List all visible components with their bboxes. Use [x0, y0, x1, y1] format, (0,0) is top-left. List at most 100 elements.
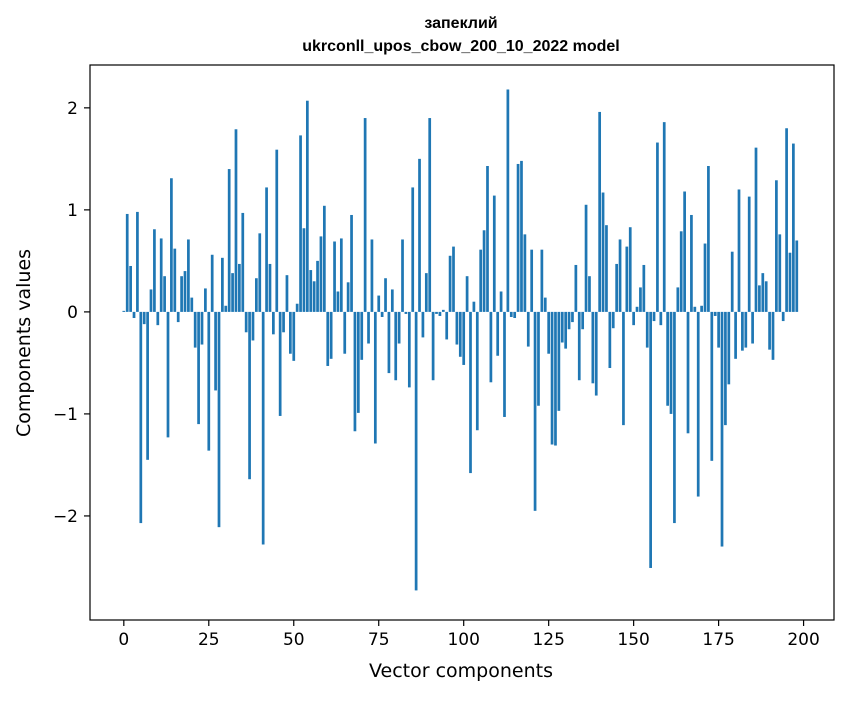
bar-14 — [170, 178, 173, 312]
bar-153 — [642, 264, 646, 312]
bar-109 — [492, 195, 496, 312]
bar-56 — [312, 281, 316, 312]
x-tick-label: 50 — [283, 630, 305, 650]
bar-99 — [458, 311, 462, 357]
bar-4 — [136, 211, 139, 312]
bar-5 — [139, 311, 143, 524]
bar-149 — [628, 227, 632, 312]
bar-63 — [336, 291, 340, 312]
bar-111 — [499, 291, 503, 312]
bar-79 — [390, 289, 394, 312]
bar-1 — [125, 213, 129, 312]
bar-91 — [431, 311, 435, 381]
bar-9 — [153, 229, 156, 312]
bar-12 — [163, 276, 166, 312]
bar-170 — [700, 305, 703, 312]
bar-148 — [625, 246, 629, 312]
x-axis-label: Vector components — [369, 660, 553, 682]
bar-96 — [448, 255, 452, 312]
bar-98 — [455, 311, 459, 345]
bar-141 — [601, 192, 605, 312]
bar-168 — [693, 306, 697, 312]
bar-73 — [370, 239, 374, 312]
bar-182 — [741, 311, 744, 351]
bar-115 — [513, 311, 517, 319]
bar-116 — [516, 163, 520, 312]
bar-130 — [564, 311, 568, 349]
bar-133 — [574, 264, 578, 312]
bar-86 — [414, 311, 418, 591]
bar-34 — [238, 263, 241, 312]
bar-146 — [618, 239, 622, 312]
bar-151 — [635, 306, 639, 312]
bar-186 — [754, 147, 758, 312]
bar-55 — [309, 270, 313, 312]
bar-64 — [339, 238, 343, 312]
bar-68 — [353, 311, 357, 432]
bar-143 — [608, 311, 612, 368]
x-tick-label: 175 — [702, 630, 734, 650]
bar-154 — [645, 311, 649, 348]
bar-137 — [588, 276, 591, 312]
bar-184 — [747, 196, 751, 312]
bar-160 — [666, 311, 669, 406]
bar-135 — [581, 311, 585, 330]
bar-30 — [224, 305, 228, 312]
bar-52 — [299, 135, 302, 312]
bar-112 — [503, 311, 506, 417]
bar-188 — [761, 273, 765, 312]
y-tick-label: 1 — [67, 201, 78, 221]
bar-76 — [380, 311, 384, 317]
bar-152 — [639, 287, 642, 312]
bar-38 — [251, 311, 255, 341]
bar-185 — [751, 311, 754, 344]
bar-195 — [785, 128, 788, 312]
bar-2 — [129, 265, 132, 312]
bar-179 — [730, 251, 734, 312]
bar-175 — [717, 311, 720, 348]
bar-157 — [656, 142, 659, 312]
bar-187 — [758, 285, 761, 312]
bar-26 — [210, 254, 214, 312]
bar-178 — [727, 311, 731, 385]
bar-103 — [472, 301, 476, 312]
bar-16 — [176, 311, 180, 323]
bar-41 — [261, 311, 265, 545]
bar-114 — [509, 311, 513, 317]
bar-48 — [285, 275, 289, 312]
bar-190 — [768, 311, 771, 350]
x-tick-label: 75 — [368, 630, 390, 650]
bar-78 — [387, 311, 391, 374]
bar-119 — [526, 311, 530, 347]
bar-117 — [520, 160, 523, 312]
bar-57 — [316, 260, 319, 312]
bar-118 — [523, 234, 527, 312]
bar-161 — [669, 311, 673, 414]
bar-104 — [475, 311, 479, 431]
bar-22 — [197, 311, 200, 425]
bar-80 — [394, 311, 398, 381]
bar-194 — [781, 311, 785, 322]
bar-51 — [295, 303, 299, 312]
bar-167 — [690, 214, 693, 312]
bar-6 — [142, 311, 146, 325]
bar-172 — [707, 166, 710, 312]
bar-74 — [373, 311, 377, 444]
bar-145 — [615, 263, 619, 312]
bar-58 — [319, 236, 323, 312]
bar-50 — [292, 311, 296, 361]
bar-37 — [248, 311, 251, 480]
bar-11 — [159, 238, 163, 312]
bar-140 — [598, 111, 602, 312]
bar-13 — [166, 311, 170, 438]
bar-87 — [418, 158, 421, 312]
chart-title: запеклий — [424, 15, 497, 32]
bar-65 — [343, 311, 347, 354]
y-axis-label: Components values — [13, 249, 35, 437]
x-tick-label: 125 — [532, 630, 564, 650]
bar-82 — [401, 239, 404, 312]
bar-10 — [156, 311, 160, 326]
x-axis-ticks: 0 25 50 75 100 125 150 175 200 — [118, 620, 820, 650]
